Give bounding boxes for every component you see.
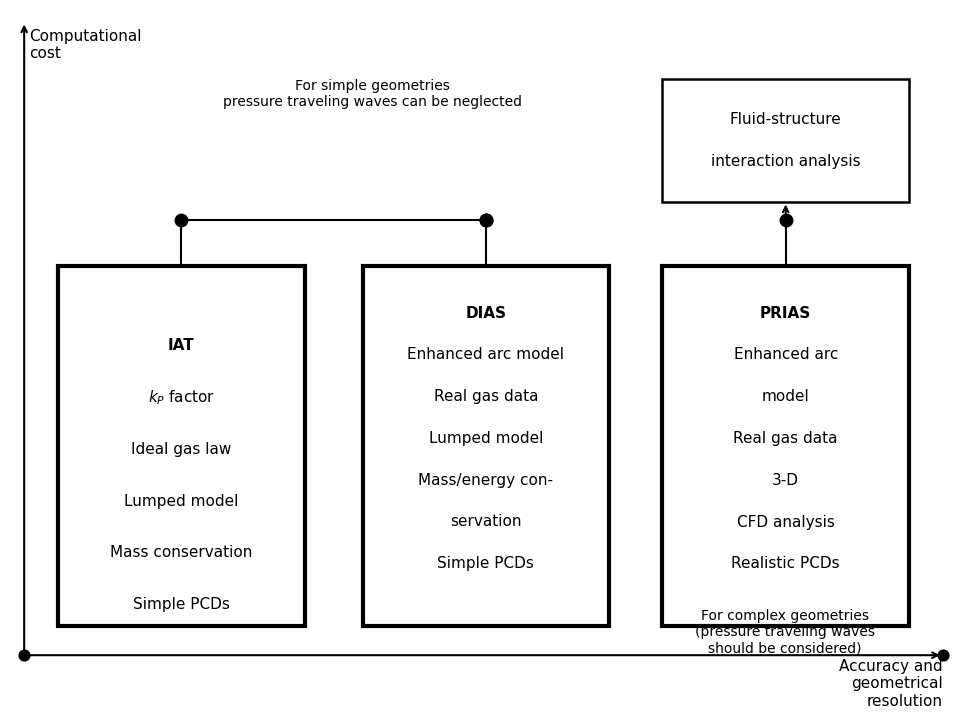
Point [174, 214, 190, 225]
Text: $k_P$ factor: $k_P$ factor [148, 388, 215, 407]
Text: interaction analysis: interaction analysis [711, 154, 861, 168]
Point [478, 214, 493, 225]
Text: Lumped model: Lumped model [124, 494, 239, 508]
Text: model: model [762, 390, 809, 404]
Bar [662, 79, 909, 202]
Text: Mass conservation: Mass conservation [110, 546, 252, 560]
Text: Real gas data: Real gas data [733, 431, 838, 446]
Point [778, 214, 794, 225]
Text: Mass/energy con-: Mass/energy con- [419, 473, 553, 487]
Text: Simple PCDs: Simple PCDs [437, 557, 535, 571]
Bar [58, 266, 305, 626]
Text: Fluid-structure: Fluid-structure [730, 112, 841, 127]
Point [478, 214, 493, 225]
Text: Simple PCDs: Simple PCDs [132, 598, 230, 612]
Text: Computational
cost: Computational cost [29, 29, 141, 61]
Text: Lumped model: Lumped model [428, 431, 543, 446]
Text: Enhanced arc: Enhanced arc [734, 348, 837, 362]
Text: Realistic PCDs: Realistic PCDs [731, 557, 840, 571]
Bar [363, 266, 609, 626]
Text: For simple geometries
pressure traveling waves can be neglected: For simple geometries pressure traveling… [222, 79, 522, 109]
Text: IAT: IAT [168, 338, 194, 353]
Text: Accuracy and
geometrical
resolution: Accuracy and geometrical resolution [839, 659, 943, 708]
Text: Ideal gas law: Ideal gas law [132, 442, 231, 456]
Text: For complex geometries
(pressure traveling waves
should be considered): For complex geometries (pressure traveli… [695, 609, 875, 655]
Text: Enhanced arc model: Enhanced arc model [407, 348, 565, 362]
Text: PRIAS: PRIAS [760, 306, 811, 320]
Text: CFD analysis: CFD analysis [737, 515, 835, 529]
Text: 3-D: 3-D [773, 473, 799, 487]
Text: servation: servation [451, 515, 521, 529]
Text: Real gas data: Real gas data [433, 390, 539, 404]
Point [16, 649, 32, 661]
Point [478, 214, 493, 225]
Point [935, 649, 951, 661]
Text: DIAS: DIAS [465, 306, 507, 320]
Bar [662, 266, 909, 626]
